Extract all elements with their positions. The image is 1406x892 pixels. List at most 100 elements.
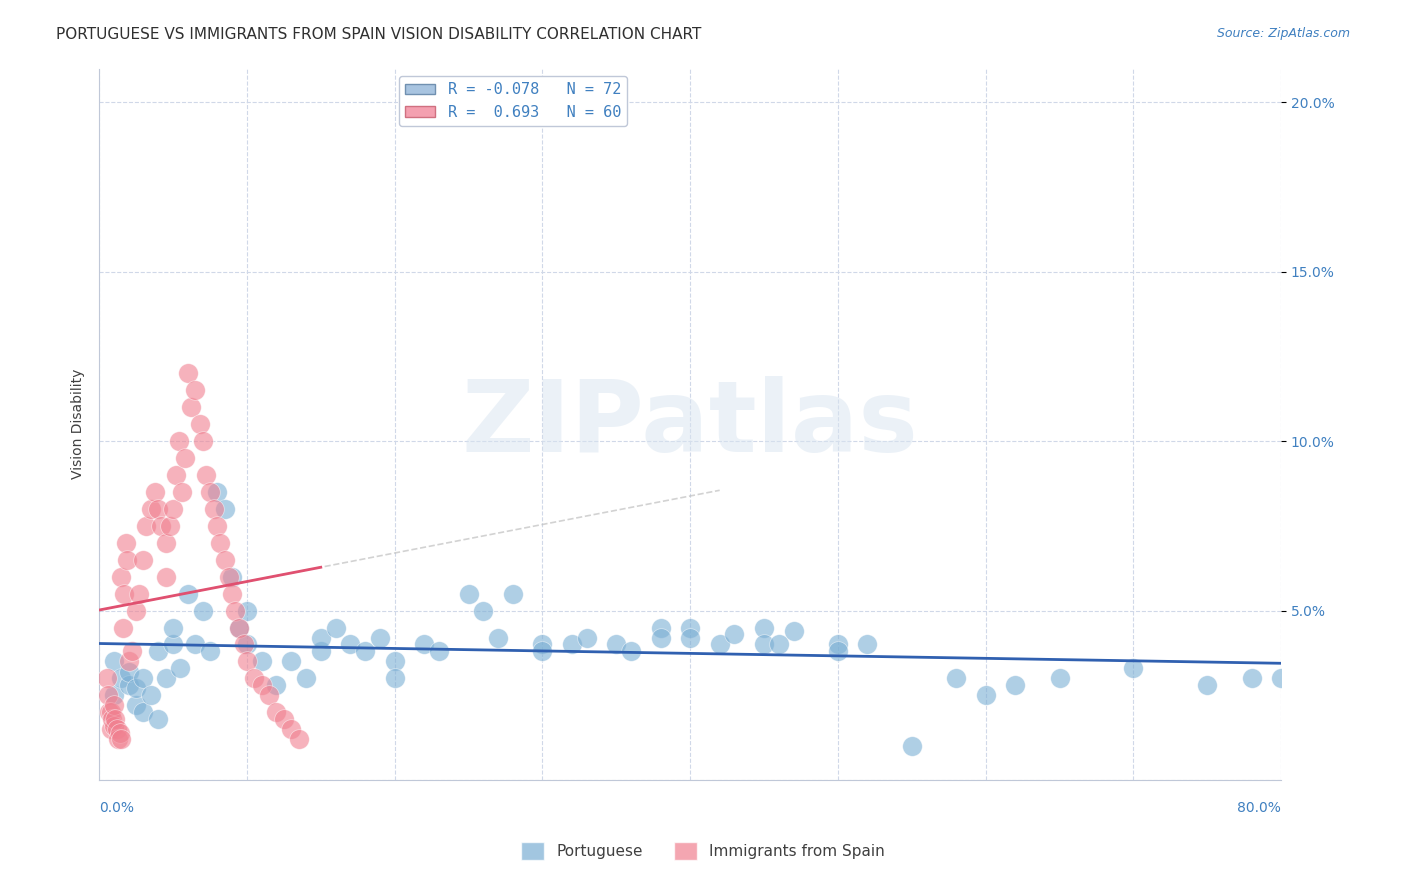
- Point: [162, 502, 184, 516]
- Legend: R = -0.078   N = 72, R =  0.693   N = 60: R = -0.078 N = 72, R = 0.693 N = 60: [399, 76, 627, 126]
- Point: [782, 624, 804, 638]
- Point: [236, 637, 259, 651]
- Point: [974, 688, 997, 702]
- Point: [173, 451, 195, 466]
- Point: [135, 519, 157, 533]
- Point: [620, 644, 643, 658]
- Point: [108, 725, 131, 739]
- Point: [228, 620, 250, 634]
- Point: [100, 705, 122, 719]
- Point: [170, 485, 193, 500]
- Point: [250, 654, 273, 668]
- Text: 0.0%: 0.0%: [100, 801, 134, 815]
- Point: [1270, 671, 1292, 685]
- Point: [159, 519, 181, 533]
- Point: [165, 468, 187, 483]
- Point: [155, 671, 177, 685]
- Point: [100, 722, 122, 736]
- Point: [232, 637, 254, 651]
- Point: [148, 644, 170, 658]
- Point: [1122, 661, 1144, 675]
- Point: [198, 644, 221, 658]
- Point: [752, 637, 775, 651]
- Point: [266, 678, 288, 692]
- Point: [139, 688, 162, 702]
- Point: [650, 620, 672, 634]
- Point: [1240, 671, 1263, 685]
- Point: [143, 485, 166, 500]
- Point: [202, 502, 225, 516]
- Point: [214, 553, 236, 567]
- Point: [280, 654, 302, 668]
- Point: [98, 705, 121, 719]
- Point: [132, 553, 155, 567]
- Point: [110, 671, 132, 685]
- Point: [502, 587, 524, 601]
- Point: [125, 681, 148, 696]
- Point: [114, 536, 136, 550]
- Point: [309, 644, 332, 658]
- Point: [486, 631, 509, 645]
- Point: [214, 502, 236, 516]
- Point: [384, 654, 406, 668]
- Point: [266, 705, 288, 719]
- Point: [121, 644, 143, 658]
- Point: [354, 644, 377, 658]
- Point: [112, 587, 135, 601]
- Point: [107, 732, 129, 747]
- Text: 80.0%: 80.0%: [1237, 801, 1281, 815]
- Point: [752, 620, 775, 634]
- Point: [679, 620, 702, 634]
- Point: [236, 654, 259, 668]
- Point: [273, 712, 295, 726]
- Point: [103, 719, 125, 733]
- Point: [531, 644, 554, 658]
- Point: [162, 620, 184, 634]
- Point: [236, 603, 259, 617]
- Point: [97, 688, 120, 702]
- Point: [768, 637, 790, 651]
- Point: [295, 671, 318, 685]
- Point: [368, 631, 391, 645]
- Point: [257, 688, 280, 702]
- Point: [1004, 678, 1026, 692]
- Point: [110, 570, 132, 584]
- Point: [218, 570, 240, 584]
- Point: [125, 603, 148, 617]
- Point: [111, 620, 134, 634]
- Point: [169, 661, 191, 675]
- Point: [139, 502, 162, 516]
- Point: [900, 739, 922, 753]
- Point: [167, 434, 190, 449]
- Point: [679, 631, 702, 645]
- Point: [457, 587, 479, 601]
- Point: [191, 434, 214, 449]
- Point: [104, 712, 127, 726]
- Point: [856, 637, 879, 651]
- Point: [118, 678, 141, 692]
- Point: [224, 603, 246, 617]
- Point: [325, 620, 347, 634]
- Point: [221, 587, 243, 601]
- Point: [250, 678, 273, 692]
- Point: [209, 536, 232, 550]
- Point: [118, 665, 141, 679]
- Point: [827, 637, 849, 651]
- Point: [188, 417, 211, 432]
- Point: [96, 671, 118, 685]
- Point: [575, 631, 598, 645]
- Point: [132, 705, 155, 719]
- Point: [384, 671, 406, 685]
- Point: [103, 688, 125, 702]
- Point: [148, 712, 170, 726]
- Point: [191, 603, 214, 617]
- Text: ZIPatlas: ZIPatlas: [461, 376, 918, 473]
- Point: [103, 698, 125, 713]
- Y-axis label: Vision Disability: Vision Disability: [72, 369, 86, 479]
- Point: [150, 519, 173, 533]
- Point: [148, 502, 170, 516]
- Point: [207, 519, 229, 533]
- Point: [280, 722, 302, 736]
- Point: [162, 637, 184, 651]
- Point: [115, 553, 138, 567]
